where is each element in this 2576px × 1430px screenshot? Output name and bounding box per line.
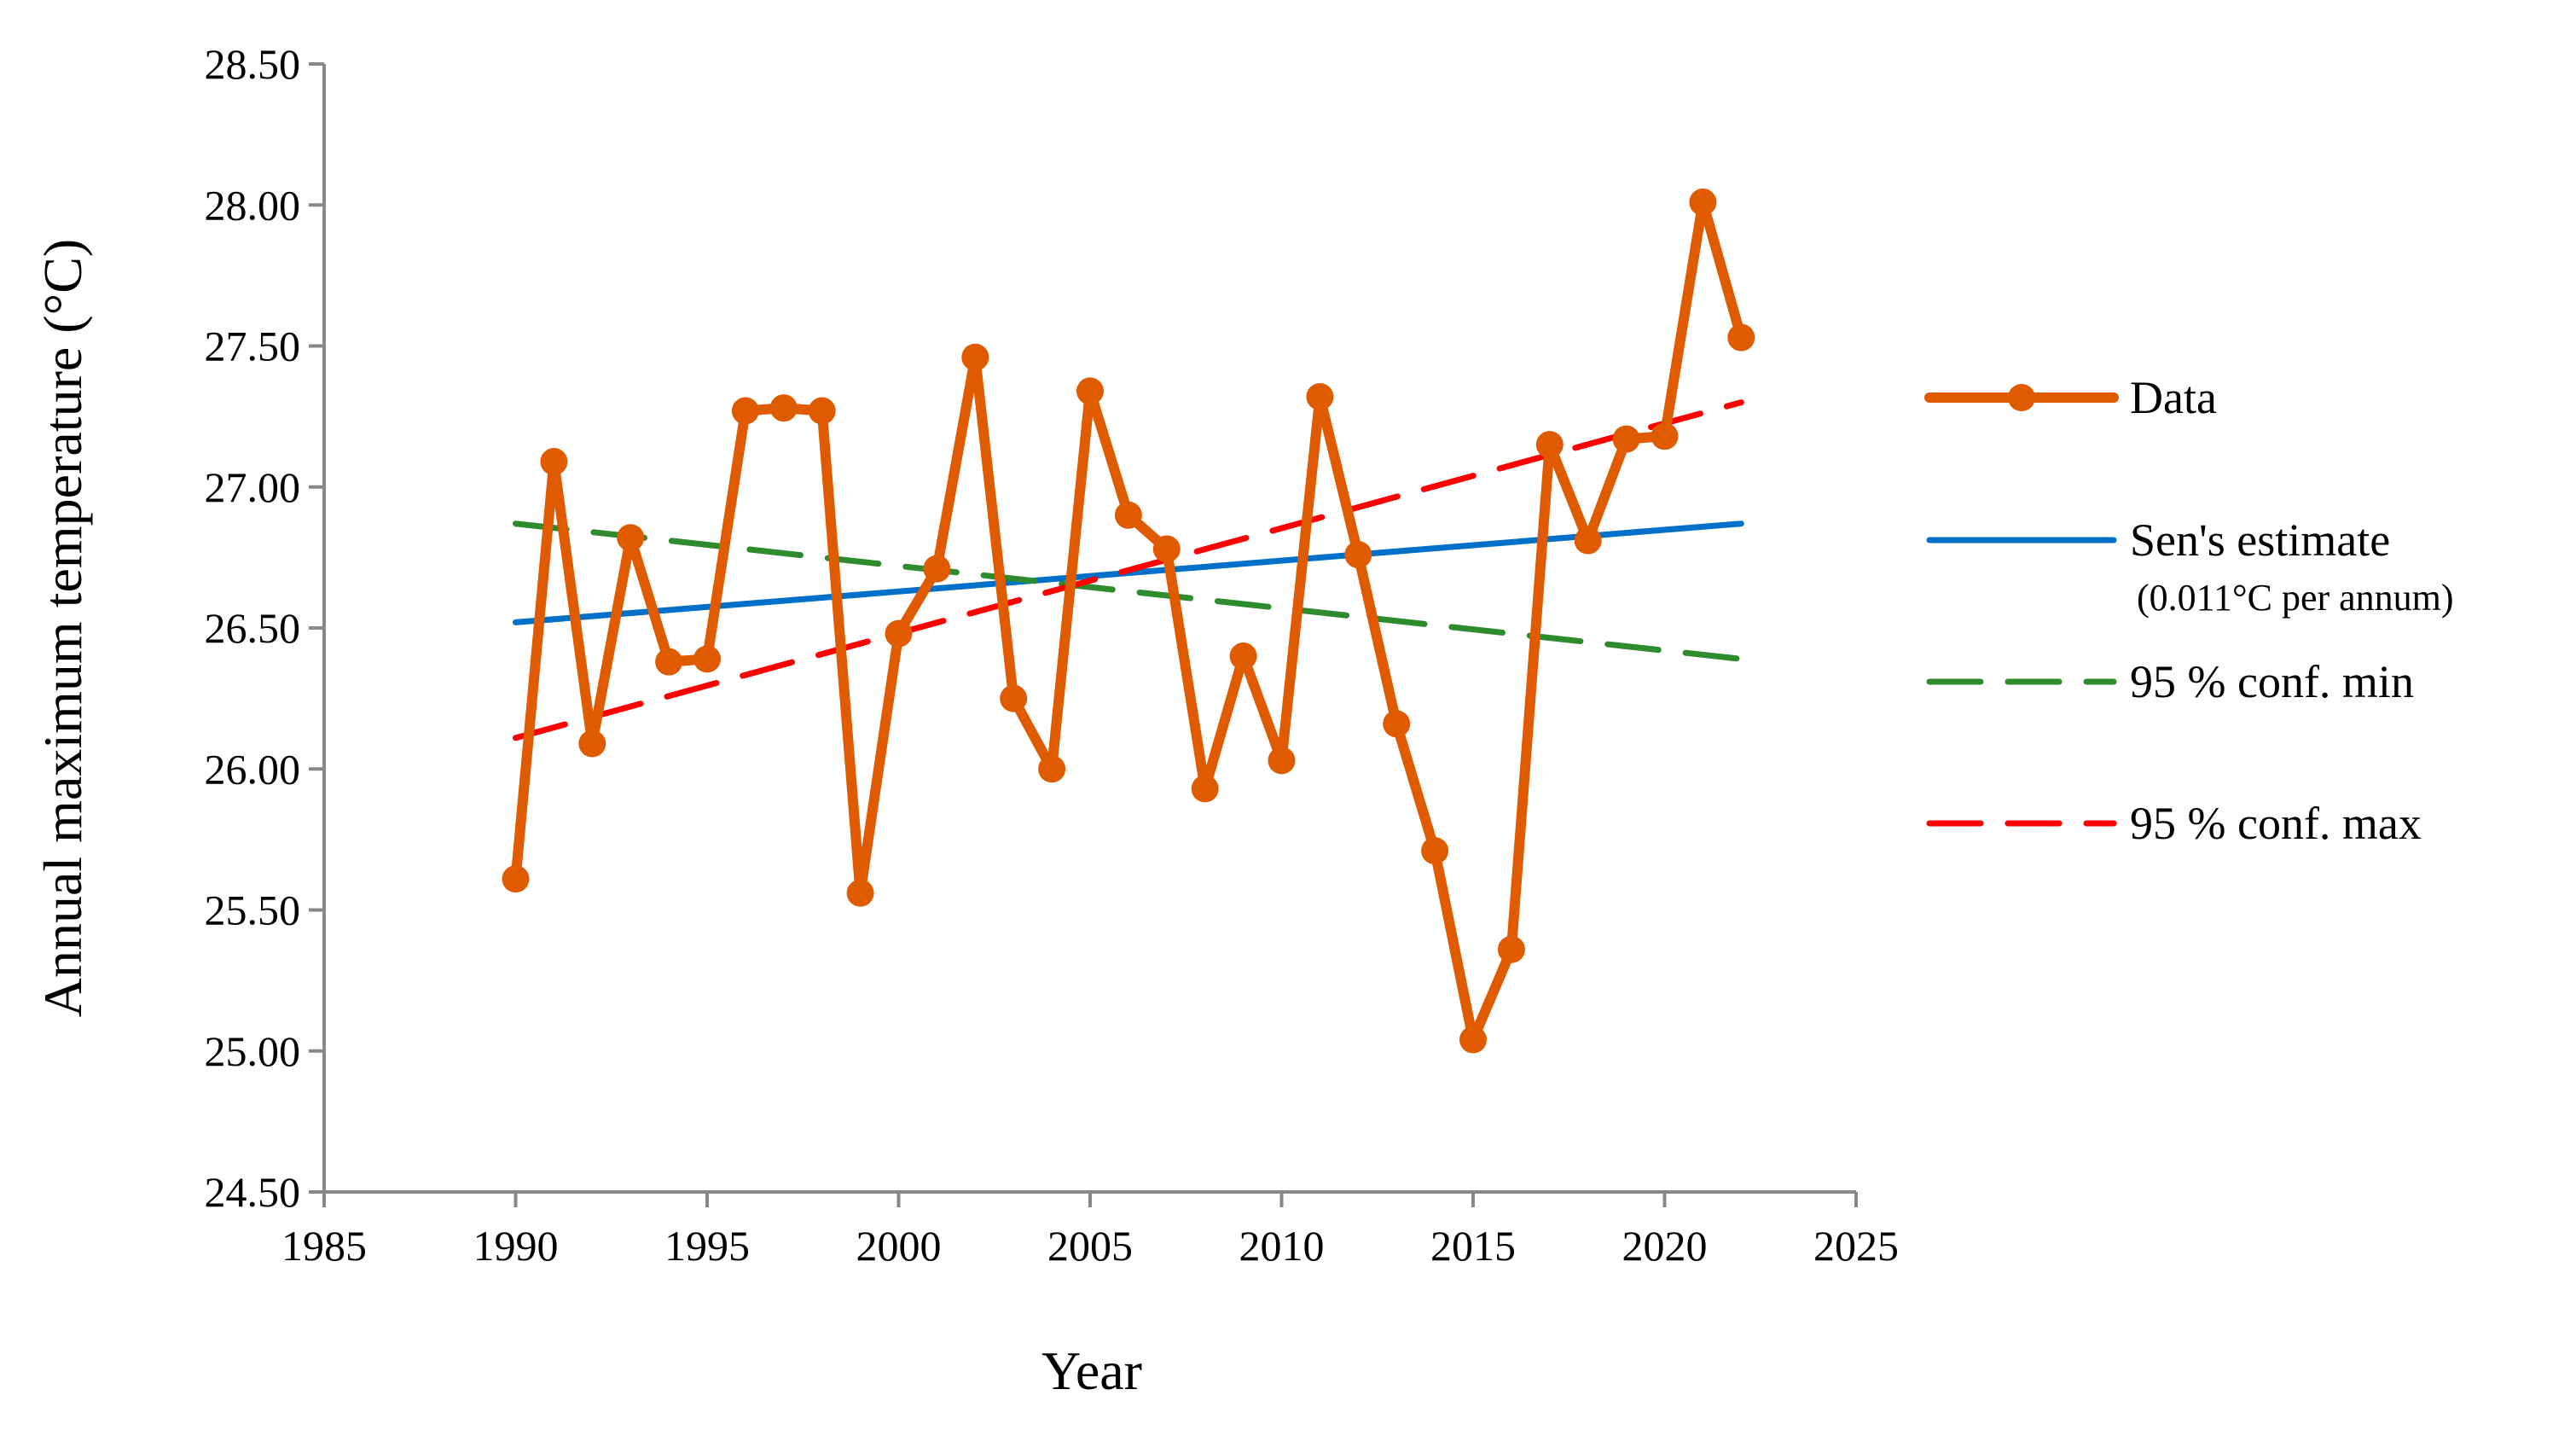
data-point (1574, 526, 1602, 555)
legend-label: Sen's estimate (2130, 514, 2390, 566)
y-tick-label: 25.00 (205, 1027, 301, 1075)
data-point (1612, 425, 1640, 453)
data-point (1076, 377, 1104, 405)
data-point (1038, 755, 1066, 783)
legend-label: 95 % conf. min (2130, 656, 2414, 707)
data-point (540, 448, 568, 476)
y-tick-label: 28.00 (205, 181, 301, 229)
data-point (1535, 431, 1564, 459)
data-point (1000, 684, 1028, 712)
data-point (923, 555, 951, 583)
data-point (578, 730, 606, 758)
legend: Data Sen's estimate 95 % conf. min 95 % con… (1924, 372, 2454, 849)
data-point (731, 397, 759, 425)
data-point (655, 648, 683, 676)
x-tick-label: 2015 (1430, 1222, 1516, 1270)
x-tick-label: 1990 (473, 1222, 559, 1270)
data-point (1459, 1026, 1487, 1054)
data-point (1268, 747, 1296, 775)
x-tick-label: 1995 (664, 1222, 750, 1270)
data-point (1229, 642, 1257, 671)
series-line-3 (513, 399, 1744, 741)
legend-note: (0.011°C per annum) (2137, 577, 2454, 619)
data-point (1497, 935, 1525, 963)
y-tick-label: 26.50 (205, 604, 301, 652)
data-point (808, 397, 836, 425)
y-tick-label: 25.50 (205, 886, 301, 934)
y-tick-label: 28.50 (205, 40, 301, 88)
x-tick-label: 1985 (281, 1222, 367, 1270)
x-tick-label: 2005 (1047, 1222, 1133, 1270)
axes: 24.50 25.00 25.50 26.00 26.50 27.00 27.50 28.00… (205, 40, 1900, 1270)
data-point (1114, 501, 1142, 529)
data-point (1727, 323, 1755, 352)
data-point (617, 524, 645, 552)
legend-marker (2008, 384, 2035, 411)
data-point (1383, 710, 1411, 738)
data-point (885, 619, 913, 648)
data-point (961, 343, 989, 371)
data-point (693, 645, 721, 673)
series-line-0 (510, 196, 1747, 1045)
legend-label: 95 % conf. max (2130, 798, 2422, 849)
x-axis-title: Year (1041, 1340, 1142, 1401)
data-point (1344, 541, 1372, 569)
x-tick-label: 2010 (1239, 1222, 1325, 1270)
data-point (1191, 775, 1219, 803)
series-line-2 (513, 520, 1744, 662)
data-point (502, 865, 530, 893)
x-tick-label: 2000 (856, 1222, 942, 1270)
data-point (1689, 188, 1717, 216)
data-point (846, 879, 874, 907)
data-point (769, 394, 798, 422)
y-tick-label: 27.50 (205, 323, 301, 370)
y-tick-label: 27.00 (205, 463, 301, 511)
data-point (1306, 382, 1334, 410)
x-tick-label: 2025 (1813, 1222, 1899, 1270)
legend-label: Data (2130, 372, 2217, 423)
y-tick-label: 24.50 (205, 1168, 301, 1216)
data-point (1421, 837, 1449, 865)
x-tick-label: 2020 (1622, 1222, 1708, 1270)
y-tick-label: 26.00 (205, 745, 301, 793)
data-point (1651, 422, 1679, 451)
series-group (502, 188, 1755, 1054)
y-axis-title: Annual maximum temperature (°C) (32, 239, 93, 1017)
data-point (1152, 535, 1181, 563)
